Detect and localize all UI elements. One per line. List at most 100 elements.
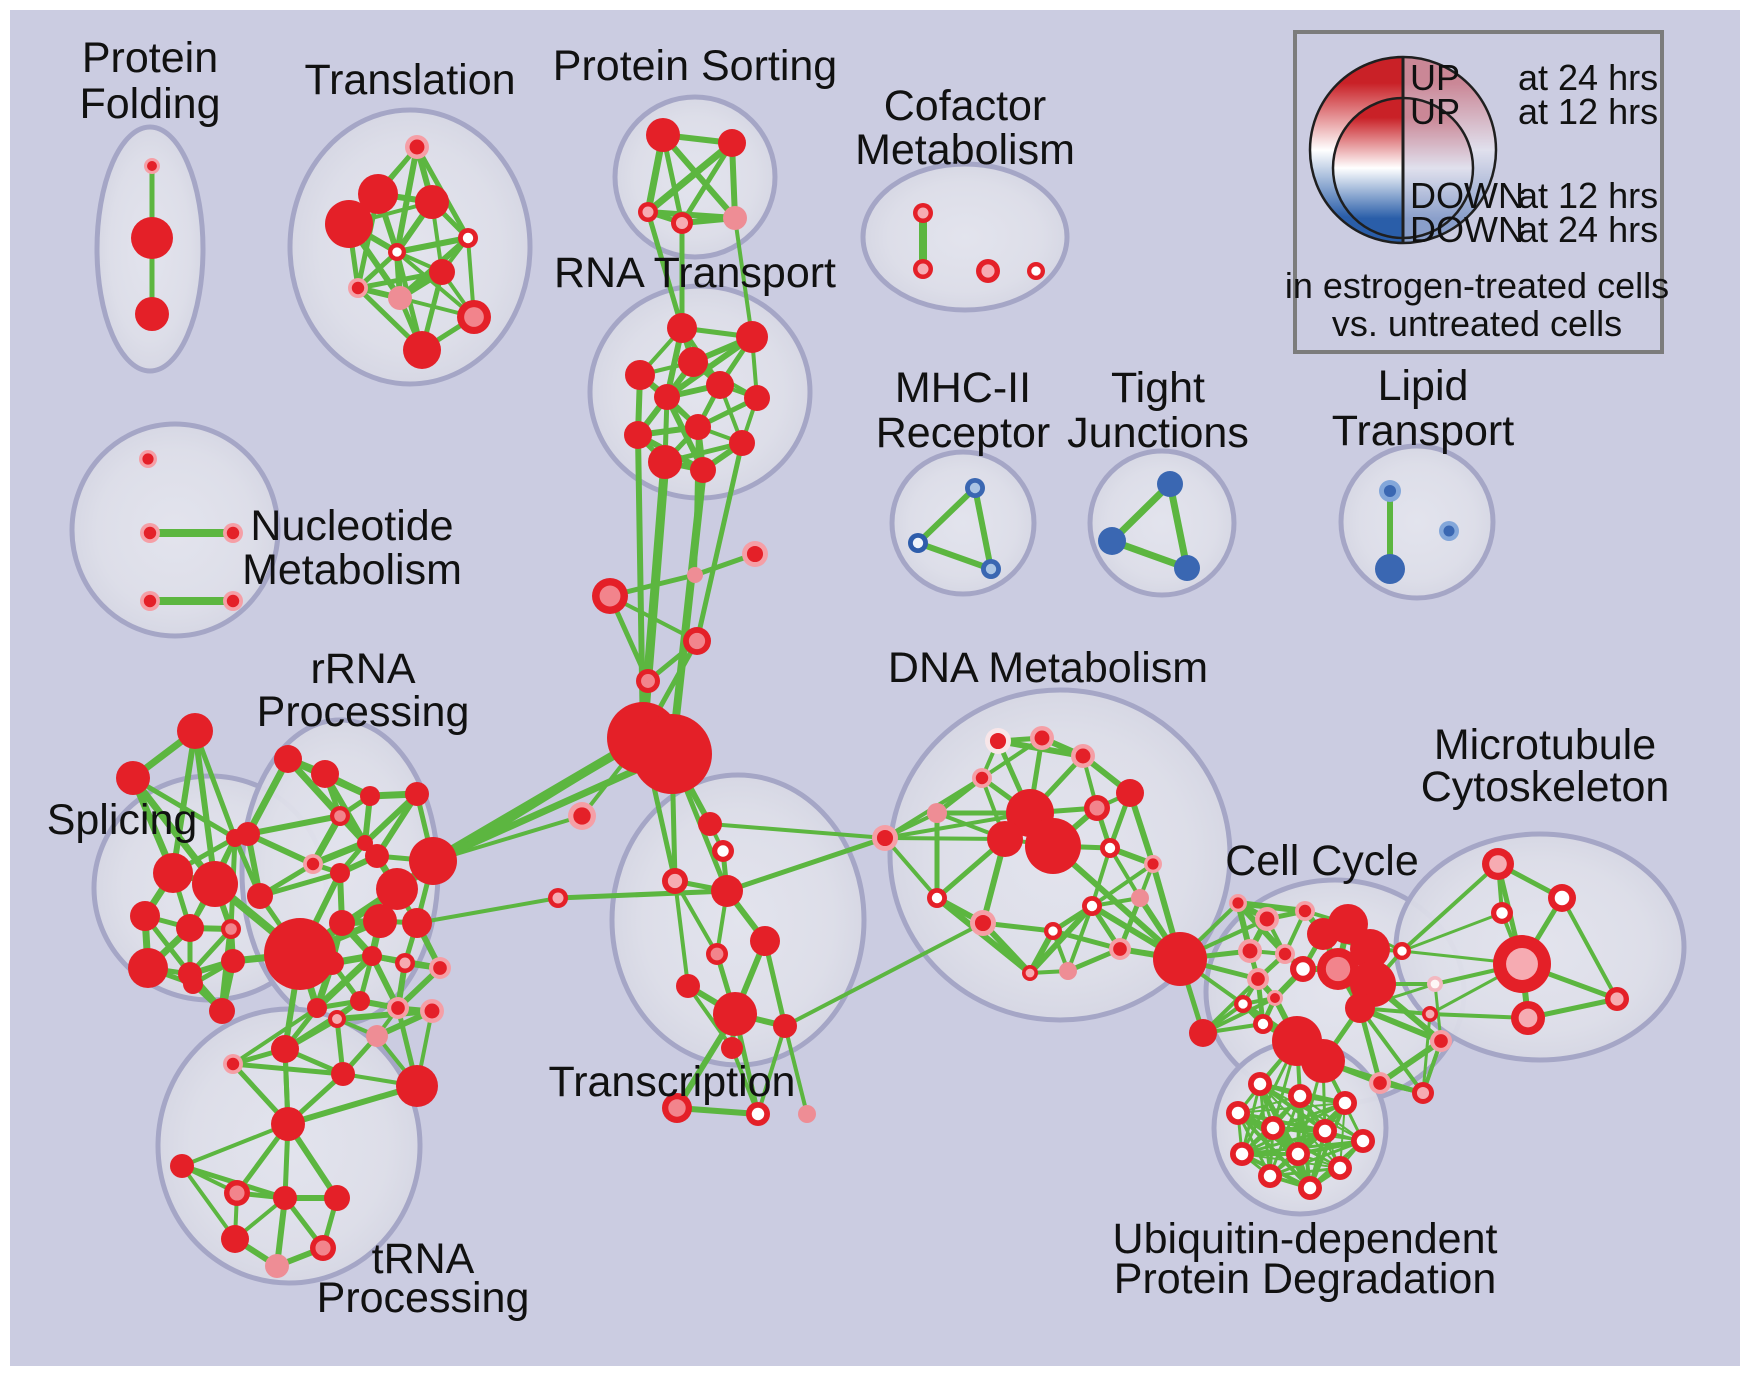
- network-node-center: [1325, 956, 1351, 982]
- network-node: [192, 861, 238, 907]
- cluster-label-mt: Microtubule: [1434, 721, 1656, 769]
- network-node: [325, 200, 373, 248]
- network-edge: [693, 425, 700, 577]
- network-node: [131, 217, 173, 259]
- network-node-center: [1338, 1096, 1352, 1110]
- network-node: [209, 998, 235, 1024]
- network-node-center: [1266, 1121, 1280, 1135]
- network-node: [723, 206, 747, 230]
- network-edge: [1050, 843, 1183, 962]
- cluster-ellipse-cf: [860, 161, 1070, 313]
- network-node-center: [424, 1003, 440, 1019]
- network-node-center: [1263, 1169, 1277, 1183]
- network-node-center: [969, 482, 981, 494]
- network-edge: [915, 485, 978, 546]
- network-node: [409, 837, 457, 885]
- network-node-center: [1231, 1106, 1245, 1120]
- network-node-center: [1489, 855, 1507, 873]
- cluster-label-ub: Protein Degradation: [1114, 1255, 1496, 1303]
- network-node-center: [1232, 897, 1244, 909]
- network-node: [685, 414, 711, 440]
- network-node-center: [1034, 730, 1050, 746]
- network-node-center: [1089, 800, 1105, 816]
- network-node: [264, 918, 336, 990]
- network-node-center: [392, 247, 402, 257]
- network-node: [654, 384, 680, 410]
- network-edge: [783, 921, 985, 1028]
- network-node: [396, 1065, 438, 1107]
- network-node: [271, 1035, 299, 1063]
- network-node-center: [1296, 962, 1310, 976]
- legend-direction-1: UP: [1410, 91, 1460, 132]
- network-node: [698, 812, 722, 836]
- network-node: [329, 910, 355, 936]
- network-node-center: [641, 674, 655, 688]
- network-node-center: [229, 1185, 245, 1201]
- network-node-center: [1253, 1077, 1267, 1091]
- network-node-center: [751, 1107, 765, 1121]
- network-node-center: [142, 453, 154, 465]
- network-node: [402, 908, 432, 938]
- network-node-center: [931, 892, 943, 904]
- network-node-center: [675, 216, 689, 230]
- network-node-center: [1235, 1147, 1249, 1161]
- cluster-label-mh: Receptor: [876, 409, 1050, 457]
- cluster-label-rr: rRNA: [310, 645, 415, 693]
- cluster-label-mt: Cytoskeleton: [1421, 763, 1670, 811]
- network-node: [687, 567, 703, 583]
- network-node-center: [1554, 890, 1570, 906]
- network-node: [1350, 929, 1390, 969]
- network-node-center: [306, 857, 320, 871]
- network-node-center: [1318, 1124, 1332, 1138]
- network-node: [1301, 1039, 1345, 1083]
- network-edge: [708, 822, 887, 840]
- cluster-label-pf: Folding: [79, 80, 220, 128]
- network-edge: [245, 813, 343, 837]
- network-node-center: [985, 563, 997, 575]
- network-edge: [192, 728, 218, 887]
- network-node: [690, 457, 716, 483]
- network-node: [1153, 932, 1207, 986]
- network-edge: [334, 1008, 435, 1022]
- network-edge: [394, 235, 471, 255]
- network-edge: [1240, 1129, 1327, 1156]
- network-node: [744, 385, 770, 411]
- network-node-center: [668, 1099, 686, 1117]
- network-node: [363, 904, 397, 938]
- network-node-center: [1416, 1086, 1430, 1100]
- network-node-center: [1496, 907, 1508, 919]
- network-node: [265, 1254, 289, 1278]
- cluster-label-tx: Transcription: [549, 1058, 796, 1106]
- network-edge: [1090, 846, 1112, 908]
- network-node: [750, 926, 780, 956]
- network-edge: [660, 132, 738, 221]
- network-edge: [1268, 1101, 1347, 1178]
- network-node: [405, 782, 429, 806]
- network-node-center: [876, 829, 894, 847]
- network-node: [711, 875, 743, 907]
- network-edge: [1235, 900, 1308, 914]
- network-node-center: [1238, 999, 1248, 1009]
- network-node: [362, 946, 382, 966]
- cluster-label-tj: Tight: [1111, 364, 1205, 412]
- network-node: [625, 360, 655, 390]
- network-node-center: [1075, 748, 1091, 764]
- network-edge: [130, 775, 238, 841]
- network-node-center: [1425, 1009, 1435, 1019]
- network-edge: [1066, 904, 1094, 973]
- legend-caption-line-1: in estrogen-treated cells: [1285, 265, 1669, 306]
- network-edge: [756, 1024, 787, 1116]
- network-node: [1025, 818, 1081, 874]
- cluster-label-tl: Translation: [304, 56, 515, 104]
- network-node: [274, 745, 302, 773]
- network-node: [736, 321, 768, 353]
- network-node-center: [1147, 858, 1159, 870]
- network-edge: [645, 209, 685, 331]
- legend-direction-3: DOWN: [1410, 209, 1524, 250]
- network-node: [632, 714, 712, 794]
- network-edge: [244, 755, 292, 838]
